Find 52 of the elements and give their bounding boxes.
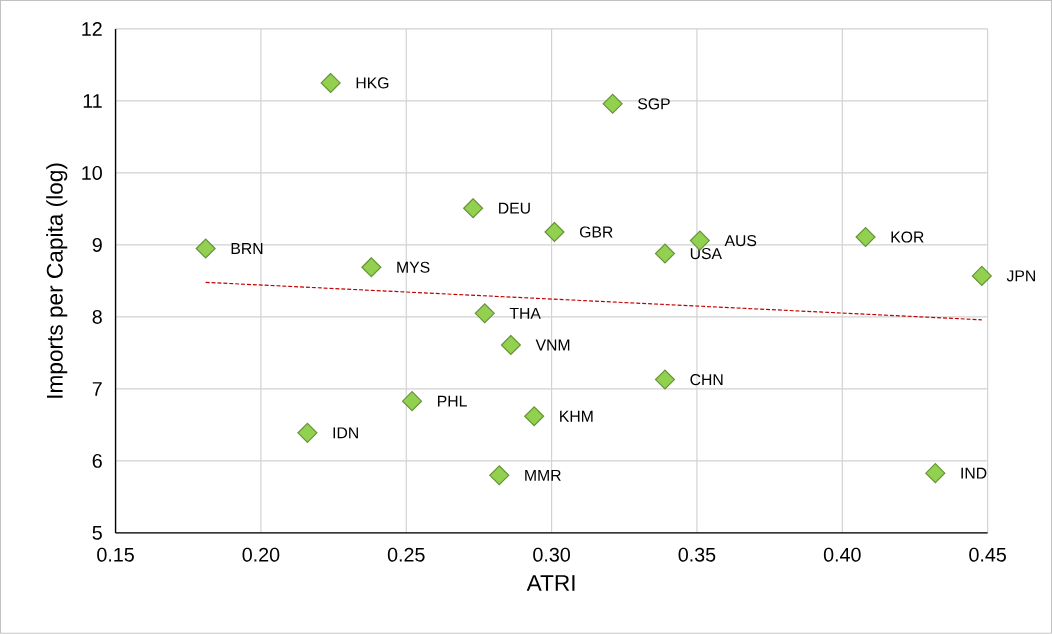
y-tick-label: 6 — [92, 454, 102, 469]
annotation: DEU — [499, 202, 530, 214]
point — [195, 238, 216, 259]
point — [402, 391, 423, 412]
annotation: MMR — [525, 470, 561, 481]
x-tick-label: 0.45 — [969, 547, 1006, 562]
x-tick-label: 0.30 — [533, 547, 570, 562]
y-tick-label: 7 — [92, 382, 102, 396]
annotation: SGP — [638, 98, 670, 110]
x-axis-title: ATRI — [526, 575, 575, 591]
annotation: VNM — [535, 339, 570, 351]
annotation: KHM — [560, 411, 593, 422]
annotation: IDN — [333, 427, 358, 439]
y-tick-label: 12 — [82, 22, 102, 36]
y-tick-label: 8 — [92, 310, 102, 325]
point — [500, 335, 521, 356]
annotation: THA — [509, 308, 541, 319]
point — [524, 406, 545, 427]
annotation: GBR — [579, 226, 613, 238]
point — [474, 303, 495, 324]
x-tick-label: 0.25 — [387, 547, 425, 562]
x-tick-label: 0.15 — [97, 547, 134, 562]
x-tick-label: 0.40 — [823, 547, 861, 562]
point — [654, 243, 676, 264]
y-tick-label: 11 — [83, 94, 102, 108]
annotation: JPN — [1006, 270, 1035, 282]
point — [855, 227, 876, 248]
annotation: BRN — [231, 243, 263, 255]
annotation: IND — [961, 467, 987, 479]
point — [463, 198, 484, 219]
annotation: USA — [690, 248, 722, 260]
point — [925, 463, 946, 484]
point — [544, 222, 565, 243]
point — [971, 265, 992, 287]
annotation: HKG — [356, 77, 389, 89]
x-tick-label: 0.20 — [242, 547, 280, 562]
point — [361, 257, 382, 278]
point — [489, 465, 510, 486]
annotation: MYS — [397, 261, 430, 273]
point — [297, 422, 318, 444]
annotation: KOR — [891, 231, 924, 243]
annotation: AUS — [724, 235, 757, 247]
y-tick-label: 10 — [82, 166, 102, 181]
point — [602, 93, 623, 115]
y-tick-label: 9 — [92, 238, 102, 253]
point — [320, 73, 341, 94]
annotation: CHN — [690, 374, 723, 386]
annotation: PHL — [438, 395, 467, 407]
x-tick-label: 0.35 — [678, 547, 716, 562]
y-tick-label: 5 — [92, 526, 102, 540]
point — [654, 369, 676, 390]
y-axis-title: Imports per Capita (log) — [46, 163, 68, 398]
